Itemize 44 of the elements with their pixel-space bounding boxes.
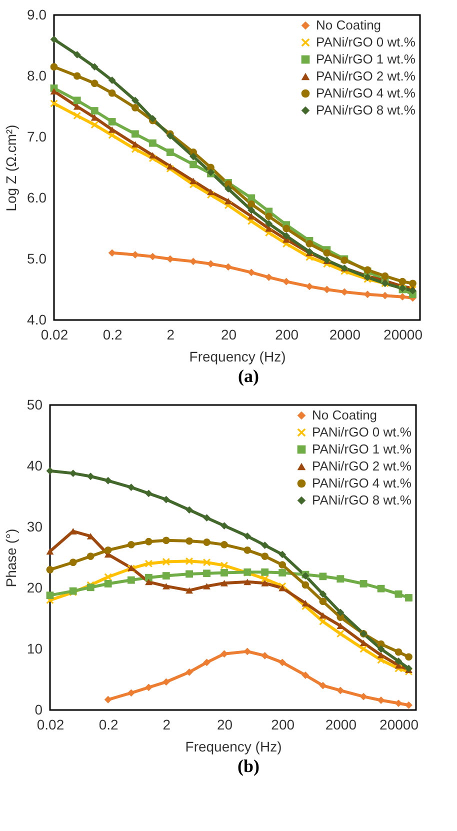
text: (b) bbox=[236, 756, 260, 778]
x-tick-label: 2 bbox=[166, 326, 175, 342]
legend-label: PANi/rGO 4 wt.% bbox=[316, 86, 416, 100]
y-axis-title: Phase (°) bbox=[2, 528, 19, 588]
x-tick-label: 2000 bbox=[325, 716, 357, 732]
x-axis-title: Frequency (Hz) bbox=[189, 348, 286, 364]
x-tick-label: 0.02 bbox=[40, 326, 68, 342]
y-tick-label: 8.0 bbox=[27, 68, 47, 84]
y-tick-label: 4.0 bbox=[27, 312, 47, 328]
y-tick-label: 0 bbox=[34, 702, 43, 718]
y-tick-label: 40 bbox=[26, 458, 43, 474]
legend-label: PANi/rGO 8 wt.% bbox=[316, 102, 416, 118]
y-tick-label: 6.0 bbox=[27, 190, 47, 206]
legend-label: No Coating bbox=[316, 18, 382, 32]
x-tick-label: 2000 bbox=[329, 326, 361, 342]
x-tick-label: 0.2 bbox=[98, 716, 119, 732]
x-tick-label: 20 bbox=[216, 716, 233, 732]
legend-label: PANi/rGO 8 wt.% bbox=[312, 492, 412, 508]
legend-label: PANi/rGO 0 wt.% bbox=[312, 424, 412, 440]
legend-label: No Coating bbox=[312, 408, 378, 422]
x-tick-label: 200 bbox=[275, 326, 299, 342]
x-tick-label: 0.02 bbox=[36, 716, 64, 732]
y-tick-label: 20 bbox=[26, 580, 43, 596]
y-tick-label: 50 bbox=[26, 396, 43, 412]
x-tick-label: 20 bbox=[220, 326, 237, 342]
x-axis-title: Frequency (Hz) bbox=[185, 738, 282, 754]
x-tick-label: 20000 bbox=[384, 326, 423, 342]
y-tick-label: 5.0 bbox=[27, 250, 47, 266]
legend-label: PANi/rGO 1 wt.% bbox=[316, 52, 416, 66]
y-tick-label: 7.0 bbox=[27, 128, 47, 144]
x-tick-label: 2 bbox=[162, 716, 171, 732]
legend-label: PANi/rGO 2 wt.% bbox=[316, 68, 416, 84]
legend-label: PANi/rGO 1 wt.% bbox=[312, 442, 412, 456]
y-tick-label: 30 bbox=[26, 518, 43, 534]
x-tick-label: 200 bbox=[271, 716, 295, 732]
x-tick-label: 20000 bbox=[380, 716, 419, 732]
text: (a) bbox=[237, 366, 260, 388]
legend-label: PANi/rGO 0 wt.% bbox=[316, 34, 416, 50]
y-axis-title: Log Z (Ω.cm²) bbox=[3, 124, 20, 212]
y-tick-label: 9.0 bbox=[27, 6, 47, 22]
legend-label: PANi/rGO 2 wt.% bbox=[312, 458, 412, 474]
y-tick-label: 10 bbox=[26, 640, 43, 656]
x-tick-label: 0.2 bbox=[102, 326, 123, 342]
legend-label: PANi/rGO 4 wt.% bbox=[312, 476, 412, 490]
